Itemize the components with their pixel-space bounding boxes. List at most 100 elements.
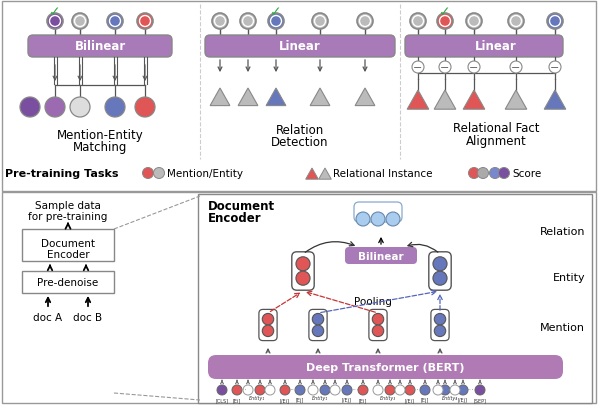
Text: Entity: Entity	[553, 272, 585, 282]
Text: ✓: ✓	[49, 5, 61, 19]
Text: Bilinear: Bilinear	[74, 40, 126, 53]
Text: Encoder: Encoder	[47, 249, 89, 259]
Text: Entity₁: Entity₁	[312, 396, 328, 401]
Text: [/Ej]: [/Ej]	[342, 398, 352, 403]
Circle shape	[386, 213, 400, 226]
Ellipse shape	[550, 17, 560, 28]
Text: Sample data: Sample data	[35, 200, 101, 211]
Text: Document: Document	[208, 200, 275, 213]
Ellipse shape	[270, 17, 282, 28]
Circle shape	[295, 385, 305, 395]
Circle shape	[296, 271, 310, 286]
Circle shape	[135, 98, 155, 118]
Ellipse shape	[315, 17, 325, 28]
Polygon shape	[238, 89, 258, 107]
Circle shape	[458, 385, 468, 395]
Text: [Ei]: [Ei]	[233, 398, 241, 403]
Ellipse shape	[240, 14, 256, 30]
Polygon shape	[463, 91, 485, 110]
Ellipse shape	[243, 17, 254, 28]
Circle shape	[280, 385, 290, 395]
FancyBboxPatch shape	[369, 310, 387, 341]
Ellipse shape	[72, 14, 88, 30]
Bar	[22, 230, 114, 261]
FancyBboxPatch shape	[354, 202, 402, 222]
Text: [/Ei]: [/Ei]	[280, 398, 290, 403]
Text: −: −	[550, 63, 560, 73]
Polygon shape	[266, 89, 286, 107]
Text: Relational Instance: Relational Instance	[333, 168, 432, 179]
Circle shape	[232, 385, 242, 395]
Polygon shape	[355, 89, 375, 107]
Text: Linear: Linear	[279, 40, 321, 53]
Circle shape	[342, 385, 352, 395]
Text: [/Ei]: [/Ei]	[405, 398, 415, 403]
Text: Deep Transformer (BERT): Deep Transformer (BERT)	[306, 362, 464, 372]
Circle shape	[312, 325, 324, 337]
FancyBboxPatch shape	[429, 252, 451, 290]
Circle shape	[265, 385, 275, 395]
Text: Entity₁: Entity₁	[249, 396, 265, 401]
Circle shape	[373, 385, 383, 395]
Ellipse shape	[440, 17, 450, 28]
Text: ···: ···	[466, 386, 474, 394]
Ellipse shape	[357, 14, 373, 30]
Text: Relational Fact: Relational Fact	[453, 121, 539, 134]
Circle shape	[20, 98, 40, 118]
Text: Relation: Relation	[276, 123, 324, 136]
Text: [CLS]: [CLS]	[215, 398, 228, 403]
Text: −: −	[440, 63, 450, 73]
Circle shape	[358, 385, 368, 395]
Polygon shape	[434, 91, 456, 110]
Circle shape	[420, 385, 430, 395]
Circle shape	[263, 313, 274, 325]
Circle shape	[440, 385, 450, 395]
Polygon shape	[310, 89, 330, 107]
Circle shape	[385, 385, 395, 395]
Ellipse shape	[437, 14, 453, 30]
FancyBboxPatch shape	[205, 36, 395, 58]
Text: Encoder: Encoder	[208, 212, 262, 225]
Text: [Ej]: [Ej]	[296, 398, 304, 403]
Text: ···: ···	[239, 386, 247, 394]
Ellipse shape	[268, 14, 284, 30]
Bar	[198, 194, 592, 403]
Circle shape	[154, 168, 164, 179]
Circle shape	[356, 213, 370, 226]
Circle shape	[433, 257, 447, 271]
Text: −: −	[413, 63, 423, 73]
Circle shape	[433, 271, 447, 286]
Text: Pooling: Pooling	[354, 296, 392, 306]
Text: for pre-training: for pre-training	[28, 211, 108, 222]
Circle shape	[296, 257, 310, 271]
FancyBboxPatch shape	[431, 310, 449, 341]
Circle shape	[320, 385, 330, 395]
Text: Relation: Relation	[539, 226, 585, 237]
Text: −: −	[511, 63, 521, 73]
Circle shape	[450, 385, 460, 395]
Circle shape	[490, 168, 501, 179]
Text: ✓: ✓	[270, 5, 282, 19]
Text: Bilinear: Bilinear	[358, 251, 404, 261]
Polygon shape	[544, 91, 566, 110]
Circle shape	[45, 98, 65, 118]
Text: ···: ···	[351, 386, 359, 394]
Text: [SEP]: [SEP]	[474, 398, 486, 403]
Text: −: −	[469, 63, 478, 73]
Circle shape	[434, 313, 446, 325]
Text: doc B: doc B	[74, 312, 103, 322]
FancyBboxPatch shape	[208, 355, 563, 379]
Ellipse shape	[215, 17, 225, 28]
Polygon shape	[210, 89, 230, 107]
Ellipse shape	[359, 17, 371, 28]
Circle shape	[371, 213, 385, 226]
Circle shape	[468, 62, 480, 74]
Circle shape	[312, 313, 324, 325]
Text: doc A: doc A	[33, 312, 63, 322]
Text: Pre-denoise: Pre-denoise	[37, 277, 99, 287]
Bar	[2, 2, 596, 192]
FancyBboxPatch shape	[259, 310, 277, 341]
Circle shape	[255, 385, 265, 395]
Ellipse shape	[466, 14, 482, 30]
Circle shape	[263, 325, 274, 337]
